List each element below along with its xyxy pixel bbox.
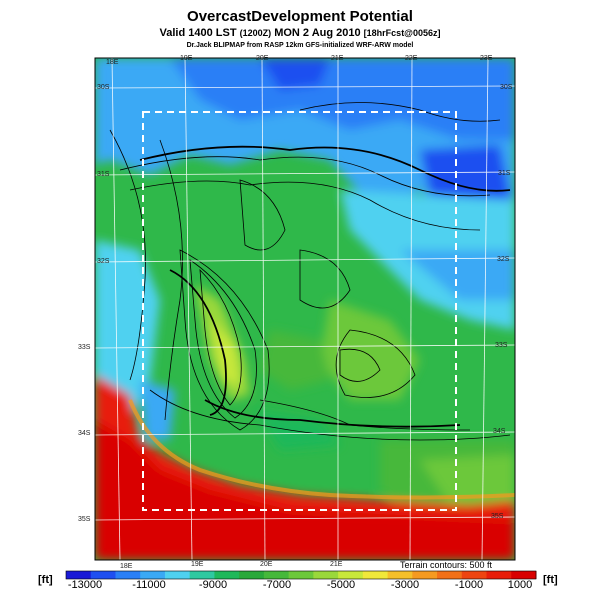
colorbar-label: -7000 [262,579,292,591]
colorbar-label: -1000 [454,579,484,591]
lat-label-left: 32S [97,258,110,265]
inner-domain-boundary [142,111,457,511]
lon-label-top: 23E [480,55,493,62]
colorbar-swatch [164,571,191,579]
colorbar-swatch [412,571,438,579]
lat-label-left: 33S [78,344,91,351]
model-credit: Dr.Jack BLIPMAP from RASP 12km GFS-initi… [186,42,414,49]
map-frame [94,57,516,561]
lat-label-right: 34S [493,428,506,435]
lat-label-left: 30S [97,84,110,91]
colorbar-swatch [461,571,488,579]
colorbar-swatch [90,571,116,579]
colorbar-swatch [239,571,265,579]
colorbar-label: -3000 [390,579,420,591]
colorbar-swatch [263,571,290,579]
lon-label-bottom: 21E [330,561,343,568]
colorbar-swatch [115,571,141,579]
colorbar-label: 1000 [507,579,533,591]
lat-label-left: 35S [78,516,91,523]
terrain-contours [109,102,511,441]
colorbar-swatch [511,571,537,579]
colorbar-swatch [189,571,215,579]
colorbar-swatch [362,571,389,579]
chart-subtitle: Valid 1400 LST (1200Z) MON 2 Aug 2010 [1… [0,27,600,39]
colorbar-swatch [214,571,240,579]
colorbar-label: -13000 [67,579,103,591]
colorbar-swatch [288,571,314,579]
chart-title: OvercastDevelopment Potential [187,8,413,25]
colorbar-label: -5000 [326,579,356,591]
lat-label-right: 30S [500,84,513,91]
lat-label-right: 33S [495,342,508,349]
lat-label-right: 31S [498,170,511,177]
colorbar-swatch [66,571,92,579]
forecast-info: [18hrFcst@0056z] [363,28,441,38]
lat-label-right: 32S [497,256,510,263]
field-shading [95,58,515,560]
colorbar-swatch [437,571,463,579]
lon-label-top: 18E [106,59,119,66]
lon-label-top: 20E [256,55,269,62]
colorbar-swatch [387,571,413,579]
lon-label-bottom: 18E [120,563,133,570]
colorbar-swatch [140,571,166,579]
lat-label-left: 34S [78,430,91,437]
lon-label-bottom: 19E [191,561,204,568]
colorbar-label: -11000 [132,579,166,591]
colorbar-swatch [338,571,364,579]
valid-date: MON 2 Aug 2010 [274,27,361,39]
colorbar-unit-right: [ft] [543,574,558,586]
colorbar [65,570,537,580]
colorbar-label: -9000 [198,579,228,591]
lat-label-right: 35S [491,513,504,520]
colorbar-border [65,570,537,580]
lon-label-top: 19E [180,55,193,62]
colorbar-unit-left: [ft] [38,574,53,586]
colorbar-swatch [486,571,512,579]
colorbar-swatch [313,571,339,579]
lon-label-bottom: 20E [260,561,273,568]
lat-lon-grid [95,58,515,560]
lat-label-left: 31S [97,171,110,178]
lon-label-top: 22E [405,55,418,62]
lon-label-top: 21E [331,55,344,62]
valid-time: Valid 1400 LST [159,27,237,39]
utc-time: (1200Z) [239,28,272,38]
terrain-contour-note: Terrain contours: 500 ft [400,560,493,570]
